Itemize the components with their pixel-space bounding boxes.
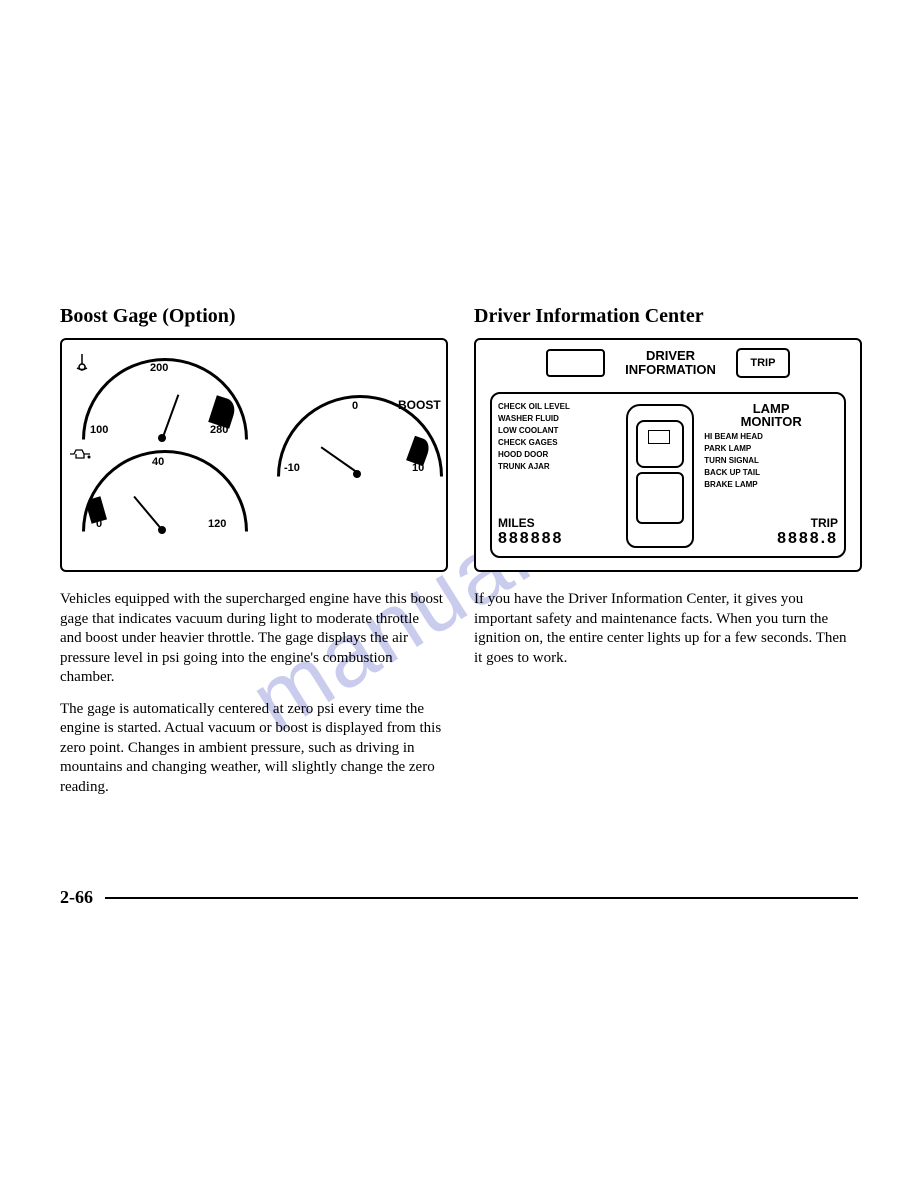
dic-title-line2: INFORMATION xyxy=(625,362,716,377)
warn-hood-door: HOOD DOOR xyxy=(498,450,614,459)
dic-title-line1: DRIVER xyxy=(646,348,695,363)
car-rear-window xyxy=(636,472,684,524)
warn-low-coolant: LOW COOLANT xyxy=(498,426,614,435)
left-paragraph-2: The gage is automatically centered at ze… xyxy=(60,700,444,798)
car-windshield xyxy=(636,420,684,468)
left-column: Boost Gage (Option) 100 200 280 0 40 120 xyxy=(60,305,444,809)
warn-washer-fluid: WASHER FLUID xyxy=(498,414,614,423)
dic-car-diagram xyxy=(614,402,704,548)
temp-label-100: 100 xyxy=(90,424,108,436)
page-footer: 2-66 xyxy=(60,887,858,908)
engine-icon xyxy=(648,430,670,444)
lamp-hibeam: HI BEAM HEAD xyxy=(704,432,838,441)
oil-gauge xyxy=(82,450,248,572)
trip-digits: 8888.8 xyxy=(704,530,838,548)
miles-digits: 888888 xyxy=(498,530,614,548)
boost-title-label: BOOST xyxy=(398,398,441,412)
trip-label: TRIP xyxy=(704,516,838,530)
left-paragraph-1: Vehicles equipped with the supercharged … xyxy=(60,590,444,688)
dic-panel: CHECK OIL LEVEL WASHER FLUID LOW COOLANT… xyxy=(490,392,846,558)
dic-right-section: LAMP MONITOR HI BEAM HEAD PARK LAMP TURN… xyxy=(704,402,838,548)
right-paragraph-1: If you have the Driver Information Cente… xyxy=(474,590,858,668)
lamp-park: PARK LAMP xyxy=(704,444,838,453)
boost-gage-figure: 100 200 280 0 40 120 BOO xyxy=(60,338,448,572)
oil-label-120: 120 xyxy=(208,518,226,530)
footer-rule xyxy=(105,897,858,899)
lamp-backup: BACK UP TAIL xyxy=(704,468,838,477)
dic-title: DRIVER INFORMATION xyxy=(625,349,716,378)
temperature-icon xyxy=(72,352,92,372)
lamp-list: HI BEAM HEAD PARK LAMP TURN SIGNAL BACK … xyxy=(704,432,838,489)
temp-label-200: 200 xyxy=(150,362,168,374)
miles-label: MILES xyxy=(498,516,614,530)
dic-figure: DRIVER INFORMATION TRIP CHECK OIL LEVEL … xyxy=(474,338,862,572)
boost-gage-heading: Boost Gage (Option) xyxy=(60,305,444,328)
warn-check-oil: CHECK OIL LEVEL xyxy=(498,402,614,411)
dic-left-section: CHECK OIL LEVEL WASHER FLUID LOW COOLANT… xyxy=(498,402,614,548)
warn-trunk-ajar: TRUNK AJAR xyxy=(498,462,614,471)
dic-heading: Driver Information Center xyxy=(474,305,858,328)
lamp-brake: BRAKE LAMP xyxy=(704,480,838,489)
lamp-turn: TURN SIGNAL xyxy=(704,456,838,465)
lamp-monitor-title: LAMP MONITOR xyxy=(704,402,838,428)
left-body-text: Vehicles equipped with the supercharged … xyxy=(60,590,444,797)
manual-page: Boost Gage (Option) 100 200 280 0 40 120 xyxy=(60,305,858,809)
warn-check-gages: CHECK GAGES xyxy=(498,438,614,447)
right-body-text: If you have the Driver Information Cente… xyxy=(474,590,858,668)
dic-warning-list: CHECK OIL LEVEL WASHER FLUID LOW COOLANT… xyxy=(498,402,614,474)
temp-pivot xyxy=(158,434,166,442)
page-number: 2-66 xyxy=(60,887,93,908)
boost-pivot xyxy=(353,470,361,478)
dic-blank-button xyxy=(546,349,605,377)
oil-can-icon xyxy=(68,446,92,462)
trip-button: TRIP xyxy=(736,348,790,378)
lamp-title-2: MONITOR xyxy=(741,414,802,429)
oil-label-40: 40 xyxy=(152,456,164,468)
boost-label-neg10: -10 xyxy=(284,462,300,474)
oil-pivot xyxy=(158,526,166,534)
boost-label-0: 0 xyxy=(352,400,358,412)
right-column: Driver Information Center DRIVER INFORMA… xyxy=(474,305,858,809)
